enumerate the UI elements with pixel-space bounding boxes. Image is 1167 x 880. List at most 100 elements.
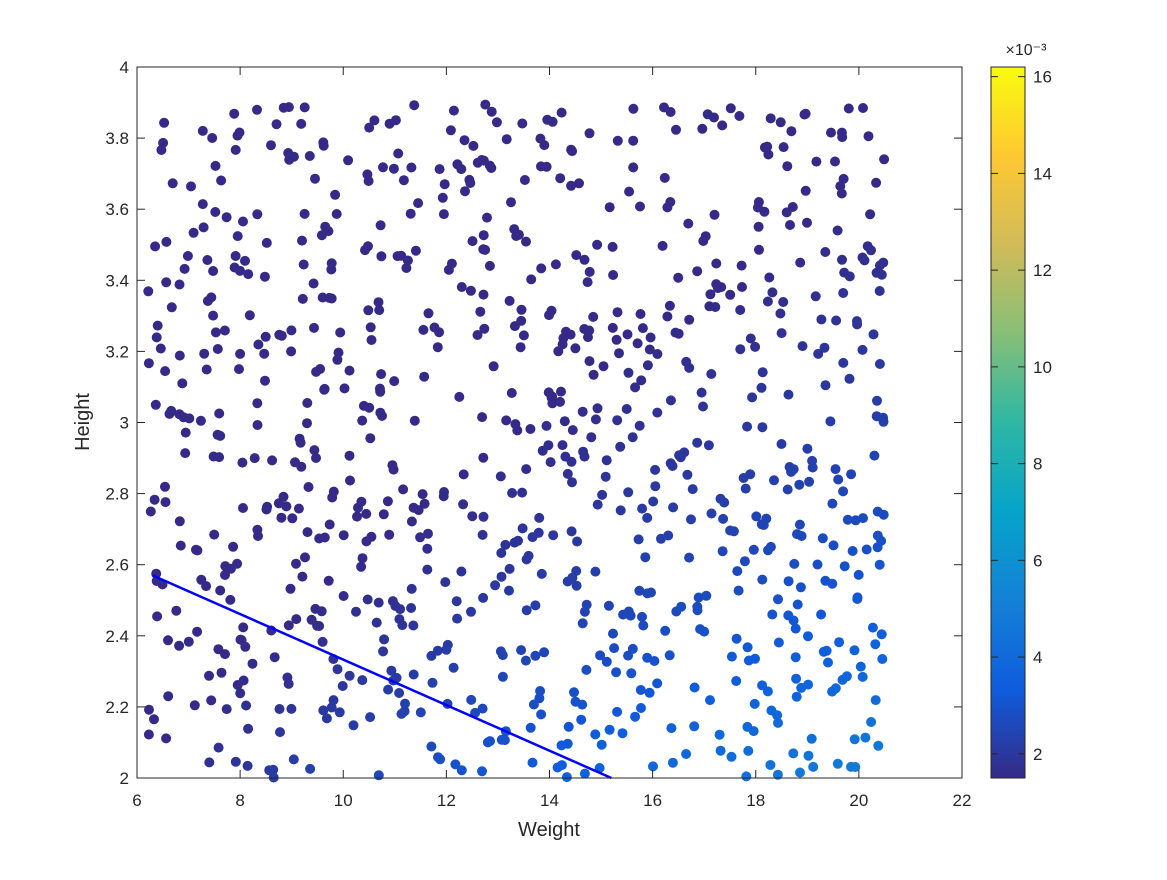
scatter-point (238, 675, 249, 686)
scatter-point (622, 329, 633, 340)
scatter-point (615, 441, 626, 452)
scatter-point (726, 751, 737, 762)
scatter-point (872, 542, 883, 553)
scatter-point (541, 420, 552, 431)
scatter-point (448, 662, 459, 673)
scatter-point (145, 506, 156, 517)
scatter-point (208, 266, 219, 276)
scatter-point (509, 537, 520, 548)
scatter-point (378, 162, 388, 173)
scatter-point (785, 220, 795, 230)
scatter-point (664, 650, 675, 661)
scatter-point (811, 156, 822, 167)
scatter-point (595, 650, 606, 661)
scatter-point (423, 528, 433, 539)
scatter-point (204, 757, 215, 768)
scatter-point (472, 157, 483, 168)
scatter-point (817, 533, 828, 544)
scatter-point (871, 177, 882, 188)
scatter-point (388, 163, 399, 174)
scatter-point (297, 293, 308, 304)
scatter-point (339, 383, 350, 394)
scatter-point (409, 100, 420, 111)
scatter-point (252, 209, 263, 220)
scatter-point (295, 437, 306, 448)
fit-line-layer (151, 574, 612, 780)
colorbar-tick-label: 10 (1033, 358, 1052, 377)
scatter-point (299, 102, 310, 113)
scatter-point (828, 540, 839, 551)
scatter-point (584, 266, 595, 277)
scatter-point (778, 142, 789, 153)
scatter-point (618, 609, 629, 620)
scatter-point (460, 186, 470, 197)
scatter-point (719, 497, 730, 508)
scatter-point (536, 709, 547, 720)
scatter-point (598, 361, 609, 372)
scatter-point (290, 457, 300, 468)
scatter-point (174, 350, 185, 361)
scatter-point (293, 503, 304, 514)
scatter-point (309, 322, 319, 333)
scatter-point (475, 306, 486, 317)
scatter-point (415, 707, 426, 718)
scatter-point (607, 322, 618, 333)
scatter-point (567, 572, 578, 583)
scatter-point (480, 99, 491, 110)
scatter-point (517, 487, 528, 498)
scatter-point (501, 134, 512, 145)
scatter-point (791, 691, 802, 702)
scatter-point (495, 646, 506, 657)
scatter-point (496, 548, 507, 558)
scatter-point (517, 118, 528, 129)
scatter-point (378, 646, 389, 657)
scatter-point (197, 125, 208, 136)
scatter-point (700, 231, 711, 242)
scatter-point (576, 714, 587, 725)
scatter-point (726, 651, 737, 662)
scatter-point (240, 641, 251, 652)
scatter-point (490, 580, 501, 591)
scatter-point (821, 645, 832, 656)
scatter-point (715, 745, 726, 756)
scatter-point (303, 482, 314, 492)
scatter-point (635, 201, 645, 212)
scatter-point (521, 605, 532, 616)
scatter-point (742, 421, 753, 432)
scatter-point (749, 698, 760, 709)
scatter-point (773, 717, 783, 728)
scatter-point (590, 729, 601, 740)
scatter-point (406, 603, 417, 613)
scatter-point (652, 349, 663, 359)
scatter-point (553, 346, 564, 357)
scatter-point (174, 516, 185, 527)
scatter-point (790, 623, 801, 634)
scatter-point (541, 161, 552, 172)
scatter-point (373, 770, 384, 781)
scatter-point (559, 416, 570, 427)
scatter-point (330, 189, 341, 200)
scatter-point (772, 769, 783, 780)
scatter-point (477, 412, 488, 423)
scatter-point (526, 274, 537, 285)
scatter-point (731, 633, 742, 644)
scatter-point (879, 154, 890, 165)
scatter-point (219, 325, 230, 336)
scatter-point (561, 326, 571, 337)
scatter-point (757, 574, 768, 585)
scatter-point (468, 140, 479, 151)
scatter-point (179, 263, 190, 274)
scatter-point (316, 606, 327, 617)
scatter-point (456, 765, 467, 776)
scatter-point (630, 382, 641, 393)
scatter-point (867, 622, 878, 633)
scatter-point (603, 600, 614, 611)
scatter-point (445, 125, 456, 136)
scatter-point (866, 717, 877, 727)
scatter-point (612, 135, 623, 146)
scatter-point (872, 395, 882, 406)
scatter-point (808, 761, 819, 772)
scatter-point (734, 111, 745, 121)
scatter-point (866, 245, 876, 256)
scatter-point (300, 552, 310, 563)
